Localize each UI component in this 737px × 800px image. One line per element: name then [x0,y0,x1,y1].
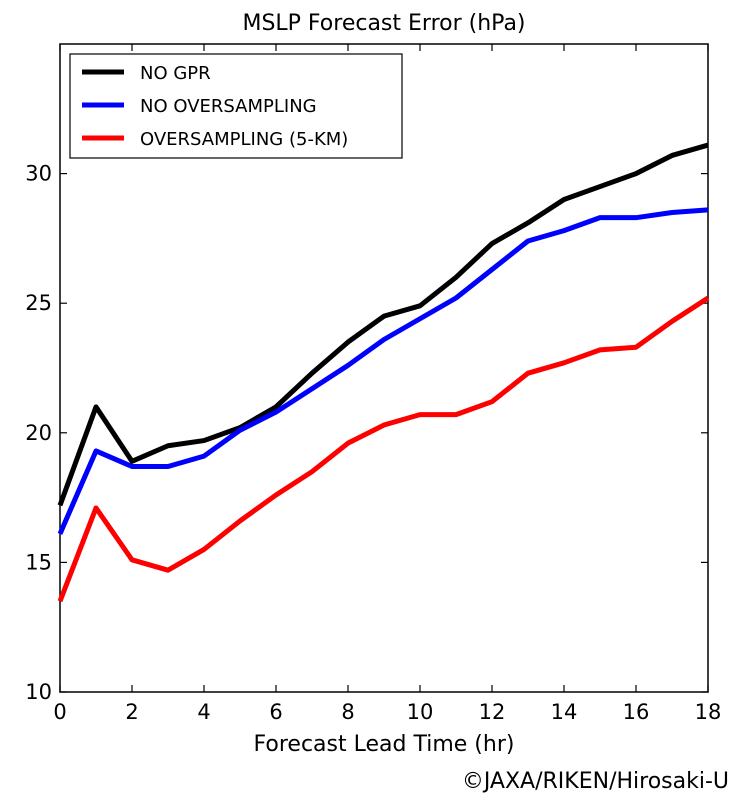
y-tick-label: 25 [25,291,52,315]
y-tick-label: 30 [25,162,52,186]
x-tick-label: 8 [341,700,354,724]
legend-label: NO GPR [140,63,211,84]
x-tick-label: 14 [551,700,578,724]
chart-title: MSLP Forecast Error (hPa) [242,11,525,36]
legend-label: NO OVERSAMPLING [140,96,317,117]
series-lines [57,142,710,603]
x-tick-label: 4 [197,700,210,724]
x-tick-label: 0 [53,700,66,724]
series-line-no-gpr [57,142,709,507]
y-tick-label: 15 [25,550,52,574]
x-tick-label: 18 [695,700,722,724]
x-tick-label: 6 [269,700,282,724]
x-tick-label: 12 [479,700,506,724]
legend-label: OVERSAMPLING (5-KM) [140,129,348,150]
series-line-oversampling-5-km [57,295,710,603]
y-axis: 10 15 20 25 30 [25,162,708,704]
x-tick-label: 2 [125,700,138,724]
y-tick-label: 10 [25,680,52,704]
series-line-no-oversampling [57,207,709,535]
copyright-credit: ©JAXA/RIKEN/Hirosaki-U [461,769,729,794]
x-axis-label: Forecast Lead Time (hr) [254,732,515,757]
legend: NO GPR NO OVERSAMPLING OVERSAMPLING (5-KM) [69,53,403,159]
x-axis: 0 2 4 6 8 10 12 14 16 18 [53,44,721,724]
plot-area [59,43,709,693]
x-tick-label: 16 [623,700,650,724]
legend-box [69,53,403,159]
y-tick-label: 20 [25,421,52,445]
x-tick-label: 10 [407,700,434,724]
